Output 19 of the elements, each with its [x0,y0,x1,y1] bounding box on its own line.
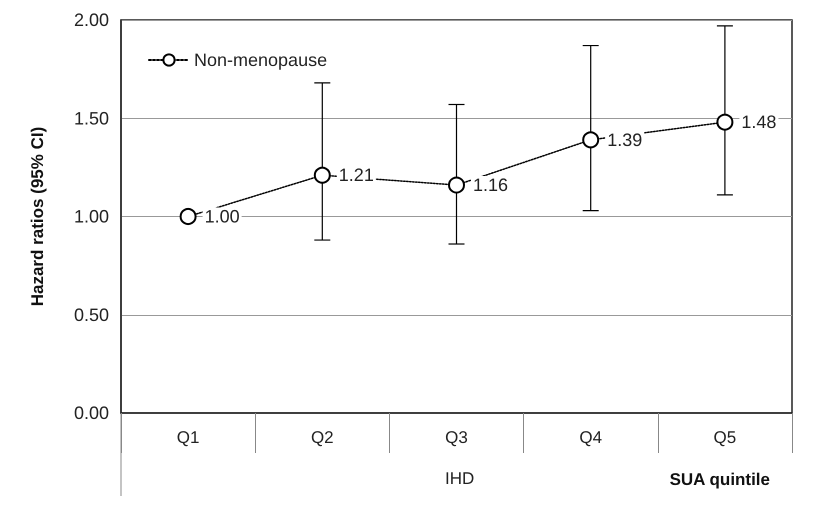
x-tick-label: Q4 [579,428,602,447]
data-label: 1.00 [204,206,240,226]
data-label: 1.21 [338,165,374,186]
y-tick-label: 0.50 [74,304,109,325]
text: IHD [445,469,474,488]
legend-label: Non-menopause [194,50,328,70]
x-tick-label: Q3 [445,428,468,447]
y-tick-label: 0.00 [74,403,109,423]
data-label: 1.48 [741,112,776,132]
x-tick-label: Q2 [310,428,334,447]
x-tick-label: Q5 [714,428,736,447]
y-tick-label: 1.00 [74,206,109,226]
data-label: 1.16 [473,175,508,196]
data-label: 1.39 [607,130,642,150]
y-axis-title: Hazard ratios (95% CI) [28,126,47,306]
x-axis-title: SUA quintile [670,470,770,489]
y-tick-label: 2.00 [74,10,109,30]
y-tick-label: 1.50 [74,108,109,128]
x-tick-label: Q1 [176,428,200,447]
